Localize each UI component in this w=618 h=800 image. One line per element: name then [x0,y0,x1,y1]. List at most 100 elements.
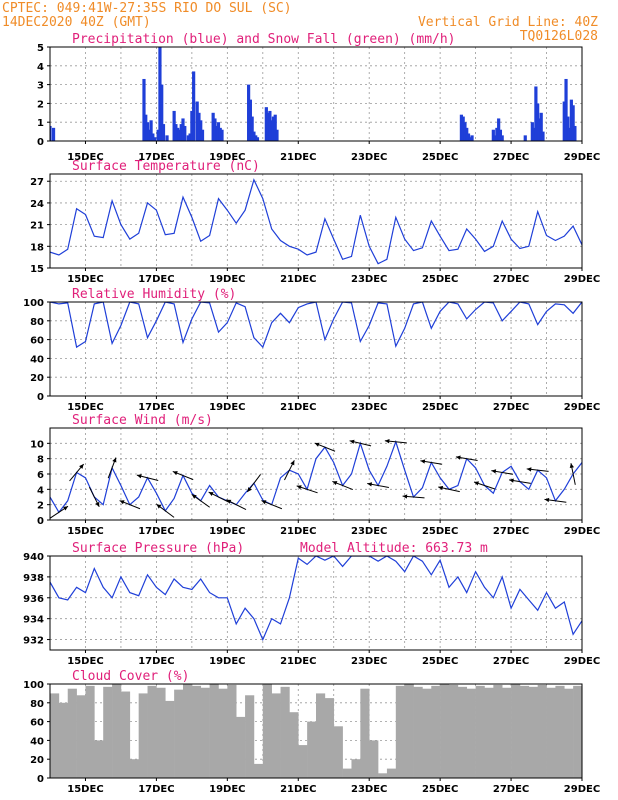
precip-bar [491,129,495,141]
cloud-cover-bar [537,684,547,778]
precip-bar [273,114,277,141]
y-tick-label: 4 [37,485,44,496]
precip-bar [181,118,185,141]
y-tick-label: 0 [37,137,44,148]
y-tick-label: 938 [23,573,44,584]
x-tick-label: 29DEC [564,656,600,667]
y-tick-label: 5 [37,43,44,54]
temperature-frame [49,173,583,269]
x-tick-label: 15DEC [67,274,103,285]
precip-bar [51,127,56,141]
y-tick-label: 27 [30,177,44,188]
y-tick-label: 6 [37,470,44,481]
x-tick-label: 23DEC [351,274,387,285]
cloud-frame [49,683,583,779]
precip-bar [216,122,221,141]
y-tick-label: 0 [37,392,44,403]
cloud-cover-bar [103,686,113,778]
precip-data [50,47,577,141]
cloud-cover-bar [378,773,388,778]
cloud-cover-bar [475,685,485,778]
humidity-frame [49,301,583,397]
precip-bar [566,116,570,141]
precip-bar [498,129,503,141]
y-tick-label: 60 [30,718,44,729]
cloud-cover-bar [209,684,219,778]
humidity-title: Relative Humidity (%) [72,287,236,302]
temperature-data [50,178,582,265]
cloud-title: Cloud Cover (%) [72,669,189,684]
precip-bar [190,110,194,141]
precip-bar [495,127,499,141]
wind-data [50,438,582,519]
wind-arrow [455,455,478,461]
cloud-cover-bar [280,686,290,778]
x-tick-label: 17DEC [138,784,174,795]
cloud-cover-bar [386,768,397,778]
x-tick-label: 25DEC [422,402,458,413]
wind-arrow [261,500,283,510]
y-tick-label: 2 [37,501,44,512]
x-tick-label: 15DEC [67,526,103,537]
precip-bar [179,124,183,141]
precip-bar [268,110,272,141]
precip-bar [218,127,222,141]
cloud-cover-bar [546,687,556,778]
humidity-panel: Relative Humidity (%) 0 20 40 60 80 100 15DEC 17… [23,287,600,413]
humidity-grid [50,302,582,396]
cloud-cover-bar [218,688,228,778]
cloud-cover-bar [85,685,95,778]
precip-bar [215,125,219,141]
temperature-grid [50,174,582,268]
cloud-cover-bar [324,698,335,778]
x-tick-label: 19DEC [209,274,245,285]
precip-bar [497,118,501,141]
precip-bar [192,71,196,141]
cloud-cover-bar [502,687,512,778]
y-tick-label: 100 [23,298,44,309]
precip-bar [149,120,153,141]
cloud-cover-bar [236,716,246,778]
x-tick-label: 21DEC [280,526,316,537]
precip-bar [177,129,182,141]
cloud-cover-bar [50,693,60,778]
y-tick-label: 934 [23,615,44,626]
precip-bar [571,105,575,141]
y-tick-label: 15 [30,264,44,275]
precip-bar [186,135,190,141]
x-tick-label: 25DEC [422,274,458,285]
precip-bar [220,129,224,141]
y-tick-label: 940 [23,552,44,563]
x-tick-label: 17DEC [138,274,174,285]
wind-arrow [69,463,85,482]
y-tick-label: 2 [37,99,44,110]
x-tick-label: 21DEC [280,152,316,163]
y-tick-label: 8 [37,455,44,466]
cloud-cover-bar [174,689,184,778]
wind-arrow [136,474,159,481]
x-tick-label: 17DEC [138,526,174,537]
pressure-title: Surface Pressure (hPa) [72,541,244,556]
cloud-cover-bar [440,684,450,778]
cloud-cover-bar [112,684,122,778]
x-tick-label: 27DEC [493,274,529,285]
cloud-cover-bar [457,686,468,778]
x-tick-label: 15DEC [67,402,103,413]
cloud-cover-bar [333,726,343,778]
wind-arrow [226,499,247,511]
precip-title: Precipitation (blue) and Snow Fall (gree… [72,32,456,47]
x-tick-label: 25DEC [422,656,458,667]
cloud-panel: Cloud Cover (%) 0 20 40 60 80 100 15DEC 17DEC 19D… [23,669,600,795]
precip-bar [50,125,52,141]
cloud-data [50,684,582,778]
x-tick-label: 27DEC [493,784,529,795]
cloud-cover-bar [120,691,131,778]
precip-bar [537,118,542,141]
x-tick-label: 17DEC [138,152,174,163]
wind-arrow [332,480,353,491]
precip-bar [195,101,199,141]
y-tick-label: 40 [30,736,44,747]
precip-bar [145,122,150,141]
pressure-frame [49,555,583,651]
precip-bar [562,101,566,141]
